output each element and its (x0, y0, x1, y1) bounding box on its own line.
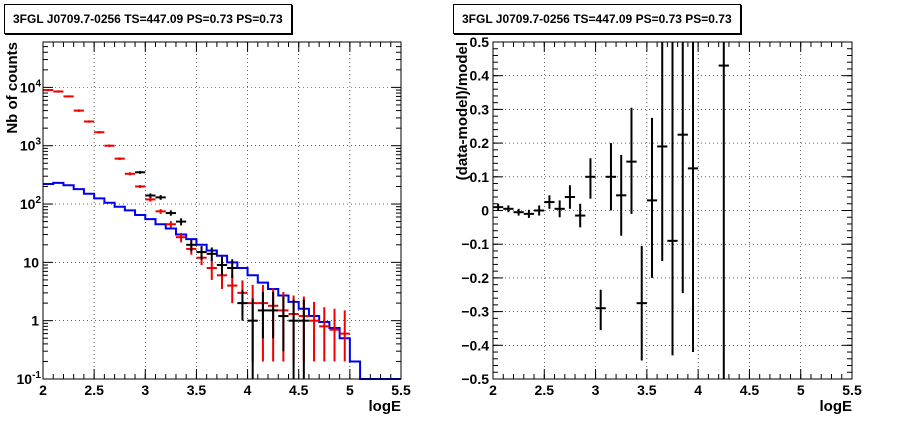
left-y-axis-label: Nb of counts (4, 42, 21, 134)
right-plot-frame (492, 41, 853, 380)
right-y-axis-label: (data-model)/model (454, 42, 471, 180)
right-plot-area: 2 2.5 3 3.5 4 4.5 5 5.5 −0.5 −0.4 −0.3 −0.2 −0.1 0 0.1… (454, 34, 862, 415)
right-ytick-label: 0.4 (470, 68, 490, 84)
left-xtick-label: 3 (141, 382, 149, 398)
left-ytick-label: 10-1 (17, 370, 42, 387)
left-x-axis-label: logE (369, 398, 402, 415)
left-ytick-label: 102 (20, 195, 42, 212)
left-xtick-label: 2 (39, 382, 47, 398)
left-xtick-label: 4 (244, 382, 252, 398)
right-ytick-label: −0.1 (461, 236, 489, 252)
right-xtick-label: 2.5 (535, 382, 555, 398)
right-chart-title: 3FGL J0709.7-0256 TS=447.09 PS=0.73 PS=0… (453, 4, 741, 34)
right-xtick-label: 4.5 (740, 382, 760, 398)
left-ytick-label: 103 (20, 137, 42, 154)
left-xtick-label: 5 (346, 382, 354, 398)
right-xtick-label: 2 (489, 382, 497, 398)
right-ytick-label: 0 (481, 203, 489, 219)
left-ytick-label: 1 (31, 313, 39, 329)
right-ytick-label: −0.4 (461, 337, 489, 353)
right-x-axis-label: logE (820, 398, 853, 415)
right-xtick-label: 3 (592, 382, 600, 398)
left-xtick-label: 5.5 (391, 382, 411, 398)
right-xtick-label: 5.5 (842, 382, 862, 398)
right-xtick-label: 4 (694, 382, 702, 398)
left-ytick-label: 104 (20, 78, 42, 95)
right-xtick-label: 3.5 (637, 382, 657, 398)
left-model-step-line (43, 181, 401, 380)
left-xtick-label: 2.5 (84, 382, 104, 398)
left-plot-frame (42, 41, 402, 380)
right-ytick-label: 0.3 (470, 101, 490, 117)
right-ytick-label: 0.2 (470, 135, 490, 151)
right-ytick-label: −0.2 (461, 270, 489, 286)
right-ytick-label: 0.5 (470, 34, 490, 50)
left-ytick-label: 10 (23, 254, 39, 270)
right-ytick-label: −0.3 (461, 304, 489, 320)
left-xtick-label: 4.5 (289, 382, 309, 398)
right-ytick-label: −0.5 (461, 371, 489, 387)
left-plot-area: 2 2.5 3 3.5 4 4.5 5 5.5 10-1 1 10 102 103 104 logE Nb o… (4, 41, 411, 415)
left-chart-title: 3FGL J0709.7-0256 TS=447.09 PS=0.73 PS=0… (4, 4, 292, 34)
right-xtick-label: 5 (797, 382, 805, 398)
right-ytick-label: 0.1 (470, 169, 490, 185)
left-xtick-label: 3.5 (187, 382, 207, 398)
